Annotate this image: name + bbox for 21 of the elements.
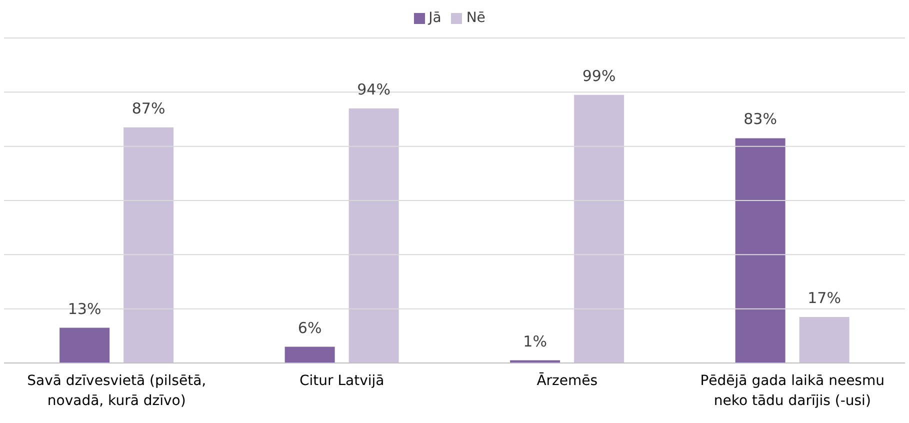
data-label: 99% <box>582 66 616 85</box>
bar <box>284 346 335 363</box>
bar <box>735 138 786 363</box>
bar <box>60 328 110 363</box>
data-label: 6% <box>298 318 322 337</box>
data-label: 17% <box>808 288 841 307</box>
legend-label: Nē <box>466 10 486 26</box>
bar <box>124 127 174 363</box>
x-tick-label: Pēdējā gada laikā neesmu neko tādu darījis (-usi) <box>700 373 885 409</box>
bar <box>574 94 624 363</box>
legend-label: Jā <box>428 10 442 26</box>
bar <box>348 108 399 363</box>
x-tick-label: Savā dzīvesvietā (pilsētā, novadā, kurā dzīvo) <box>27 373 206 409</box>
x-tick-label: Ārzemēs <box>536 372 598 389</box>
bar <box>799 316 850 363</box>
data-label: 13% <box>68 300 102 318</box>
data-label: 94% <box>357 80 390 98</box>
data-label: 83% <box>744 110 777 128</box>
data-label: 87% <box>132 99 166 118</box>
x-tick-label: Citur Latvijā <box>300 373 384 389</box>
data-label: 1% <box>523 332 547 350</box>
